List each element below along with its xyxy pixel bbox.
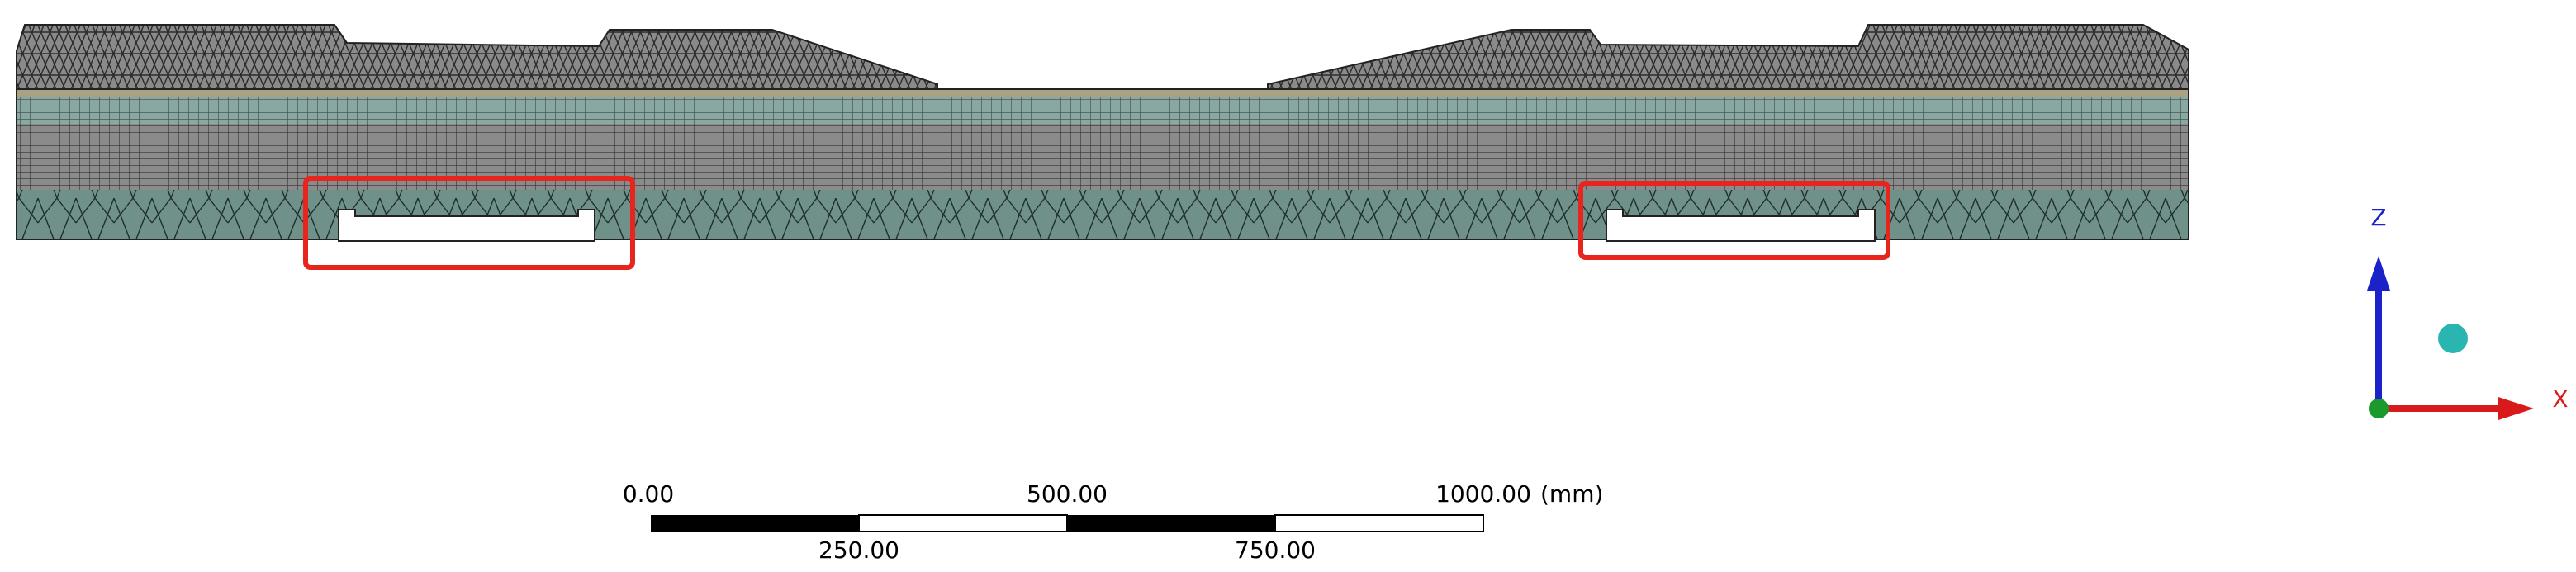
scale-segment (651, 515, 859, 532)
highlight-box (1578, 181, 1890, 260)
highlight-box (303, 176, 635, 270)
x-arrow (2498, 397, 2534, 420)
scale-label: 250.00 (818, 537, 899, 564)
z-label: Z (2370, 204, 2386, 231)
mesh-outline (16, 88, 2189, 240)
mesh-tan-layer (16, 88, 2189, 98)
scale-bar: 0.00 500.00 1000.00 (mm) 250.00 750.00 (623, 480, 1604, 564)
origin (2369, 399, 2389, 418)
scale-label: 0.00 (623, 480, 674, 508)
mesh-top-layer (1267, 24, 2189, 90)
mesh-top-layer (16, 24, 938, 90)
mesh-teal-layer (17, 97, 2189, 124)
scale-label: 1000.00 (1435, 480, 1531, 508)
x-label: X (2552, 385, 2568, 413)
mesh-body (16, 24, 2189, 242)
scale-segment (1274, 514, 1484, 532)
scale-unit: (mm) (1540, 480, 1603, 508)
scale-segment (1067, 515, 1275, 532)
notch (338, 209, 595, 242)
notch (1606, 209, 1876, 242)
iso-sphere (2438, 324, 2468, 353)
axis-triad: Z X (2367, 204, 2569, 420)
scale-label: 500.00 (1027, 480, 1108, 508)
scale-segment (858, 514, 1068, 532)
z-arrow (2367, 256, 2390, 291)
scale-label: 750.00 (1235, 537, 1316, 564)
